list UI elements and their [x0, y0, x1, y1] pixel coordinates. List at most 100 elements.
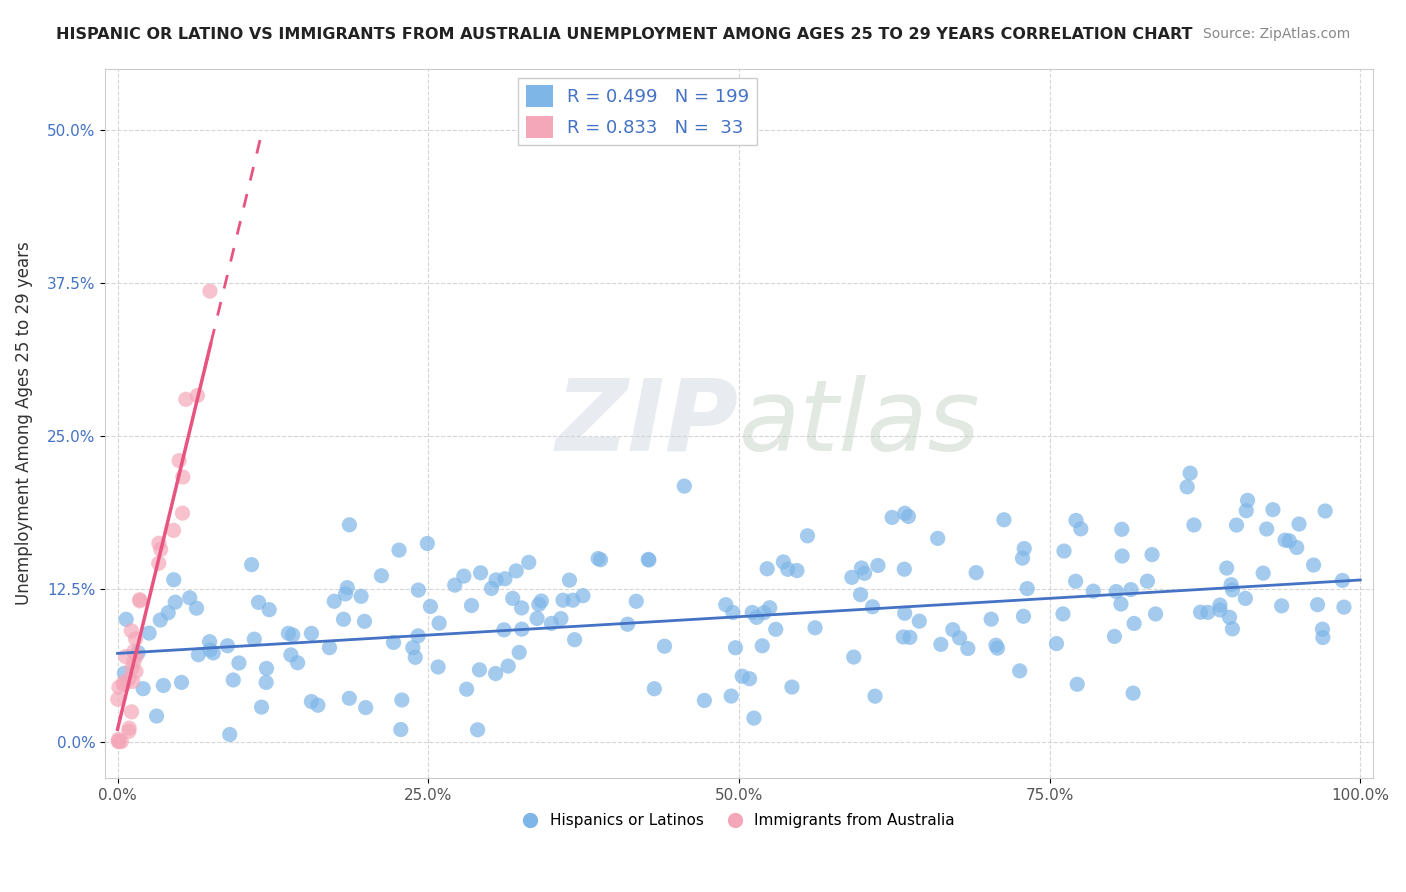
Point [467, 723, 489, 737]
Point [637, 553, 659, 567]
Point [149, 613, 172, 627]
Point [654, 639, 676, 653]
Point [172, 470, 194, 484]
Point [965, 566, 987, 580]
Point [228, 656, 250, 670]
Point [186, 388, 208, 402]
Point [118, 672, 141, 686]
Point [107, 692, 129, 706]
Point [354, 700, 377, 714]
Point [894, 506, 917, 520]
Point [112, 675, 135, 690]
Point [460, 599, 482, 613]
Point [494, 572, 516, 586]
Point [128, 592, 150, 607]
Point [510, 601, 533, 615]
Point [1175, 480, 1198, 494]
Point [108, 734, 131, 748]
Point [307, 698, 329, 713]
Point [402, 640, 425, 655]
Point [416, 536, 439, 550]
Point [382, 635, 405, 649]
Point [776, 562, 799, 576]
Point [198, 643, 221, 657]
Point [336, 581, 359, 595]
Point [243, 632, 266, 647]
Text: atlas: atlas [740, 375, 980, 472]
Point [742, 711, 765, 725]
Point [165, 595, 187, 609]
Point [138, 626, 160, 640]
Point [898, 631, 921, 645]
Point [780, 680, 803, 694]
Point [1136, 574, 1159, 589]
Point [1225, 518, 1247, 533]
Point [980, 612, 1002, 626]
Point [1052, 607, 1074, 621]
Point [756, 562, 779, 576]
Point [427, 660, 450, 674]
Point [172, 506, 194, 520]
Point [1140, 548, 1163, 562]
Point [1053, 544, 1076, 558]
Point [170, 675, 193, 690]
Text: ZIP: ZIP [555, 375, 740, 472]
Point [149, 542, 172, 557]
Point [927, 532, 949, 546]
Point [1312, 622, 1334, 636]
Point [530, 594, 553, 608]
Point [132, 681, 155, 696]
Point [1182, 518, 1205, 533]
Point [481, 582, 503, 596]
Point [118, 721, 141, 735]
Point [1209, 598, 1232, 612]
Point [1189, 605, 1212, 619]
Point [765, 623, 787, 637]
Point [127, 646, 149, 660]
Point [121, 705, 143, 719]
Point [110, 734, 132, 748]
Point [993, 513, 1015, 527]
Point [862, 599, 884, 614]
Point [121, 674, 143, 689]
Point [1122, 686, 1144, 700]
Point [772, 555, 794, 569]
Point [337, 691, 360, 706]
Point [508, 645, 530, 659]
Point [908, 614, 931, 628]
Point [443, 578, 465, 592]
Point [218, 727, 240, 741]
Point [391, 693, 413, 707]
Point [724, 640, 747, 655]
Point [281, 628, 304, 642]
Point [427, 616, 450, 631]
Point [693, 693, 716, 707]
Point [1331, 574, 1354, 588]
Point [406, 629, 429, 643]
Point [1197, 606, 1219, 620]
Point [517, 555, 540, 569]
Text: Source: ZipAtlas.com: Source: ZipAtlas.com [1202, 27, 1350, 41]
Point [370, 568, 392, 582]
Point [714, 598, 737, 612]
Point [157, 606, 180, 620]
Point [1278, 533, 1301, 548]
Point [1017, 582, 1039, 596]
Point [741, 606, 763, 620]
Point [752, 606, 775, 620]
Point [250, 700, 273, 714]
Point [1111, 549, 1133, 563]
Point [550, 611, 572, 625]
Point [1271, 599, 1294, 613]
Point [125, 649, 148, 664]
Point [120, 624, 142, 638]
Point [897, 509, 920, 524]
Point [551, 593, 574, 607]
Point [564, 632, 586, 647]
Point [332, 612, 354, 626]
Point [738, 672, 761, 686]
Y-axis label: Unemployment Among Ages 25 to 29 years: Unemployment Among Ages 25 to 29 years [15, 242, 32, 606]
Point [163, 573, 186, 587]
Point [1083, 584, 1105, 599]
Point [122, 655, 145, 669]
